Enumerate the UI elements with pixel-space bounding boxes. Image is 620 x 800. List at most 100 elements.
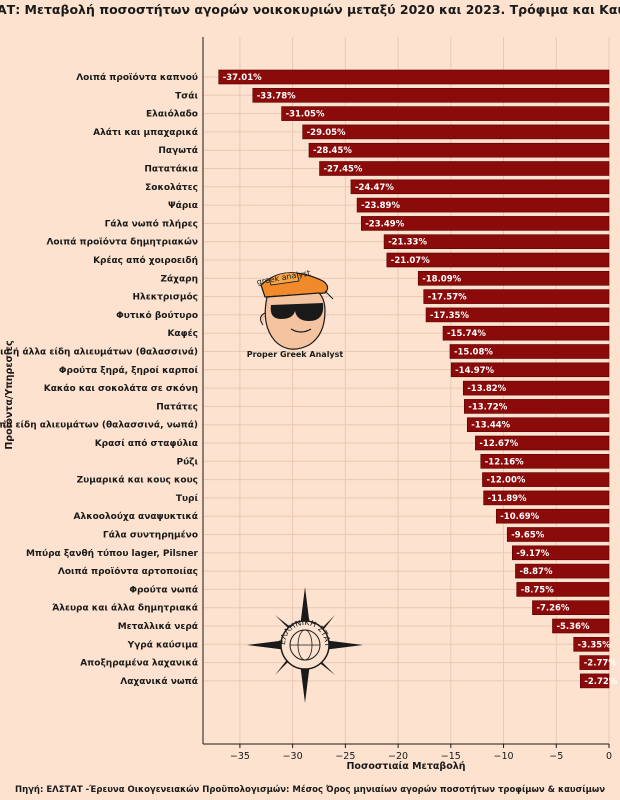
bar bbox=[308, 142, 610, 158]
bar bbox=[356, 197, 610, 213]
x-tick-label: −15 bbox=[441, 751, 461, 762]
bar-value-label: -12.16% bbox=[485, 457, 524, 467]
bar bbox=[281, 106, 610, 121]
bar-value-label: -3.35% bbox=[578, 640, 611, 650]
category-label: Λοιπά είδη αλιευμάτων (θαλασσινά, νωπά) bbox=[0, 420, 198, 431]
bar-value-label: -10.69% bbox=[500, 512, 539, 522]
y-axis-label: Προϊόντα/Υπηρεσίες bbox=[4, 340, 15, 449]
bar bbox=[480, 453, 610, 469]
category-label: Λοιπά προϊόντα δημητριακών bbox=[46, 237, 198, 248]
bar-value-label: -15.74% bbox=[447, 329, 486, 339]
ear-icon bbox=[259, 312, 266, 326]
bar bbox=[552, 618, 610, 634]
bar-value-label: -9.17% bbox=[516, 549, 549, 559]
category-label: Παγωτά bbox=[158, 146, 198, 156]
x-tick-label: −30 bbox=[283, 751, 303, 762]
bar-value-label: -2.72% bbox=[584, 677, 617, 687]
bar-value-label: -9.65% bbox=[511, 531, 544, 541]
bar-value-label: -27.45% bbox=[324, 165, 363, 175]
category-label: Καφές bbox=[167, 328, 198, 339]
bar-value-label: -7.26% bbox=[536, 604, 569, 614]
bar-value-label: -8.87% bbox=[519, 567, 552, 577]
category-label: Κακάο και σοκολάτα σε σκόνη bbox=[44, 383, 198, 394]
bar-value-label: -21.07% bbox=[391, 256, 430, 266]
x-ticks: −35 −30 −25 −20 −15 −10 −5 0 bbox=[230, 744, 612, 762]
bar bbox=[516, 582, 610, 597]
category-label: Σοκολάτες bbox=[145, 183, 198, 193]
bar bbox=[475, 435, 610, 451]
category-label: Κρασί από σταφύλια bbox=[95, 438, 198, 449]
sunglasses-icon bbox=[270, 303, 324, 321]
x-tick-label: −25 bbox=[335, 751, 355, 762]
category-label: Αλάτι και μπαχαρικά bbox=[93, 128, 198, 138]
bar bbox=[252, 88, 610, 103]
value-labels: -37.01% -33.78% -31.05% -29.05% -28.45% -27.4… bbox=[223, 73, 618, 687]
bar-value-label: -24.47% bbox=[355, 183, 394, 193]
analyst-cartoon-logo: greek analyst bbox=[256, 268, 334, 350]
bar bbox=[425, 307, 610, 323]
category-label: Φυτικό βούτυρο bbox=[116, 310, 198, 321]
bar bbox=[580, 673, 610, 689]
bar bbox=[532, 600, 610, 616]
category-label: Άλευρα και άλλα δημητριακά bbox=[52, 604, 198, 614]
bar bbox=[218, 69, 610, 85]
category-label: Ζάχαρη bbox=[160, 274, 198, 284]
bar bbox=[464, 399, 610, 414]
category-label: Τυρί bbox=[176, 493, 199, 504]
bar-value-label: -2.77% bbox=[584, 659, 617, 669]
bar bbox=[466, 417, 610, 433]
source-note: Πηγή: ΕΛΣΤΑΤ -Έρευνα Οικογενειακών Προϋπ… bbox=[15, 784, 605, 795]
category-label: Πατάτες bbox=[156, 402, 198, 412]
chart-title: ΕΛΣΤΑΤ: Μεταβολή ποσοστήτων αγορών νοικο… bbox=[0, 2, 620, 17]
category-label: Ψάρια bbox=[168, 201, 198, 211]
bar-value-label: -21.33% bbox=[388, 238, 427, 248]
bar bbox=[482, 472, 610, 487]
category-label: Ελαιόλαδο bbox=[146, 109, 198, 120]
category-label: Φρούτα νωπά bbox=[129, 585, 198, 595]
hat-feather-icon bbox=[324, 290, 334, 300]
category-label: Μεταλλικά νερά bbox=[118, 622, 198, 632]
category-label: Πατατάκια bbox=[144, 165, 198, 175]
bar-value-label: -37.01% bbox=[223, 73, 262, 83]
x-tick-label: 0 bbox=[606, 751, 612, 762]
bar bbox=[360, 216, 610, 231]
bar-value-label: -14.97% bbox=[455, 366, 494, 376]
bar-value-label: -13.82% bbox=[467, 384, 506, 394]
category-label: Υγρά καύσιμα bbox=[127, 640, 198, 650]
category-label: Γάλα νωπό πλήρες bbox=[105, 218, 198, 229]
bar bbox=[495, 508, 610, 524]
bar-value-label: -17.35% bbox=[430, 311, 469, 321]
bar bbox=[579, 655, 610, 670]
bar-value-label: -12.67% bbox=[479, 439, 518, 449]
bar-value-label: -23.89% bbox=[361, 201, 400, 211]
bar bbox=[450, 362, 610, 378]
bars bbox=[218, 69, 610, 689]
category-label: Γάλα συντηρημένο bbox=[103, 530, 198, 541]
bar-value-label: -13.72% bbox=[468, 402, 507, 412]
x-tick-label: −5 bbox=[549, 751, 563, 762]
bar-value-label: -33.78% bbox=[257, 91, 296, 101]
bar bbox=[573, 636, 610, 652]
bar bbox=[383, 234, 610, 249]
category-label: Λοιπά προϊόντα καπνού bbox=[76, 72, 198, 83]
category-label: Μπύρα ξανθή τύπου lager, Pilsner bbox=[26, 549, 199, 559]
bar-value-label: -18.09% bbox=[422, 274, 461, 284]
bar bbox=[511, 545, 610, 561]
bar bbox=[506, 527, 610, 542]
bar bbox=[386, 252, 610, 268]
category-label: Ηλεκτρισμός bbox=[133, 292, 198, 303]
bar bbox=[515, 563, 610, 579]
bar-value-label: -5.36% bbox=[556, 622, 589, 632]
bar-value-label: -8.75% bbox=[521, 585, 554, 595]
bar bbox=[442, 325, 610, 341]
category-label: Λαχανικά νωπά bbox=[120, 677, 198, 687]
category-labels: Λοιπά προϊόντα καπνού Τσάι Ελαιόλαδο Αλάτι … bbox=[0, 72, 199, 687]
bar bbox=[462, 380, 610, 396]
category-label: Ψάρια ή άλλα είδη αλιευμάτων (θαλασσινά) bbox=[0, 347, 198, 358]
analyst-badge-text: Proper Greek Analyst bbox=[247, 350, 344, 359]
bar-value-label: -31.05% bbox=[286, 110, 325, 120]
hat-label-patch bbox=[268, 272, 300, 286]
x-axis-label: Ποσοστιαία Μεταβολή bbox=[346, 761, 465, 772]
